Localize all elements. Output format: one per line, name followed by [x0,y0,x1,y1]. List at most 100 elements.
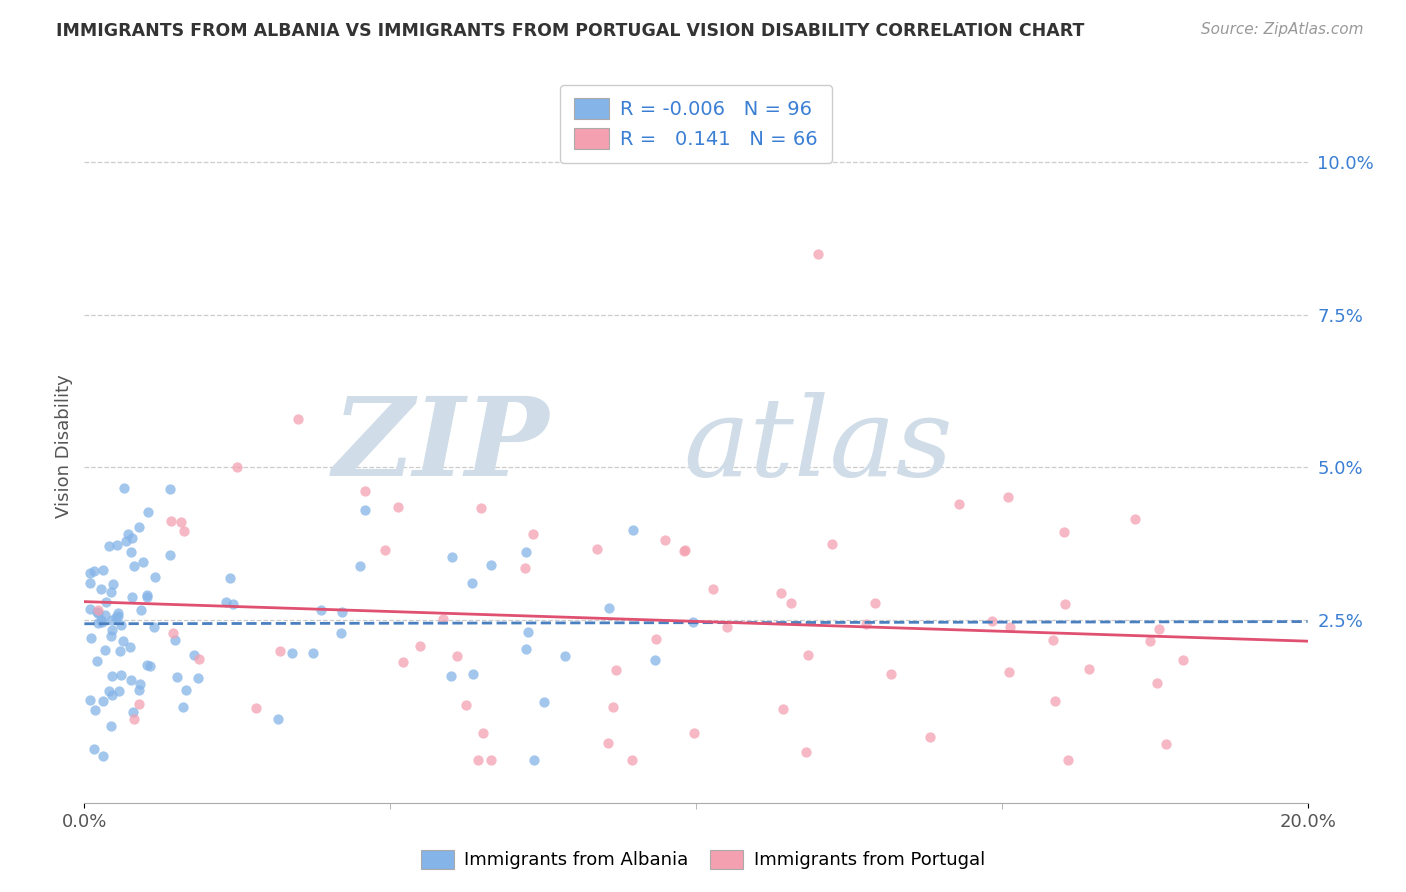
Point [446,648,468,663]
Point [118,640,141,654]
Point [855,617,877,632]
Point [170,515,193,529]
Point [183,648,205,662]
Point [79,631,101,645]
Point [90,582,112,596]
Point [84,703,107,717]
Point [91,615,114,629]
Point [100,688,122,702]
Point [117,527,139,541]
Point [159,515,181,529]
Point [128,520,150,534]
Point [87,606,110,620]
Point [998,619,1021,633]
Point [280,646,302,660]
Point [1077,662,1099,676]
Point [120,544,142,558]
Point [432,611,454,625]
Point [461,575,484,590]
Point [79,602,101,616]
Point [780,595,803,609]
Point [79,693,101,707]
Point [302,646,325,660]
Point [100,719,122,733]
Point [586,541,609,556]
Point [122,712,145,726]
Point [769,586,792,600]
Point [981,615,1004,629]
Point [644,653,666,667]
Point [997,490,1019,504]
Point [108,684,131,698]
Point [97,540,120,554]
Point [807,247,830,261]
Point [174,683,197,698]
Point [139,658,162,673]
Point [1139,633,1161,648]
Point [187,672,209,686]
Point [1053,524,1076,539]
Point [128,698,150,712]
Point [100,629,122,643]
Point [598,600,620,615]
Point [135,590,157,604]
Point [554,648,576,663]
Point [440,550,463,565]
Point [948,497,970,511]
Point [408,639,430,653]
Point [105,538,128,552]
Point [79,575,101,590]
Point [517,624,540,639]
Point [91,748,114,763]
Point [654,533,676,547]
Point [673,542,696,557]
Point [101,669,124,683]
Point [470,501,492,516]
Point [644,632,666,646]
Point [143,620,166,634]
Point [90,614,112,628]
Point [1154,738,1177,752]
Point [86,603,108,617]
Point [100,613,122,627]
Legend: R = -0.006   N = 96, R =   0.141   N = 66: R = -0.006 N = 96, R = 0.141 N = 66 [560,85,832,163]
Point [821,537,844,551]
Point [188,652,211,666]
Point [91,694,114,708]
Point [797,648,820,663]
Point [515,642,537,657]
Point [136,588,159,602]
Point [472,726,495,740]
Point [121,531,143,545]
Point [131,555,153,569]
Point [330,605,353,619]
Y-axis label: Vision Disability: Vision Disability [55,374,73,518]
Point [87,616,110,631]
Point [86,605,108,619]
Point [107,606,129,620]
Point [107,608,129,623]
Point [998,665,1021,680]
Point [716,620,738,634]
Point [1043,693,1066,707]
Legend: Immigrants from Albania, Immigrants from Portugal: Immigrants from Albania, Immigrants from… [412,840,994,879]
Point [110,617,132,632]
Text: atlas: atlas [683,392,953,500]
Point [128,683,150,698]
Point [479,558,502,573]
Point [101,623,124,637]
Point [100,585,122,599]
Point [159,482,181,496]
Text: Source: ZipAtlas.com: Source: ZipAtlas.com [1201,22,1364,37]
Point [467,753,489,767]
Point [598,736,620,750]
Point [110,644,132,658]
Point [349,558,371,573]
Point [605,663,627,677]
Point [1123,512,1146,526]
Point [122,705,145,719]
Point [683,726,706,740]
Point [101,577,124,591]
Point [166,670,188,684]
Point [1042,633,1064,648]
